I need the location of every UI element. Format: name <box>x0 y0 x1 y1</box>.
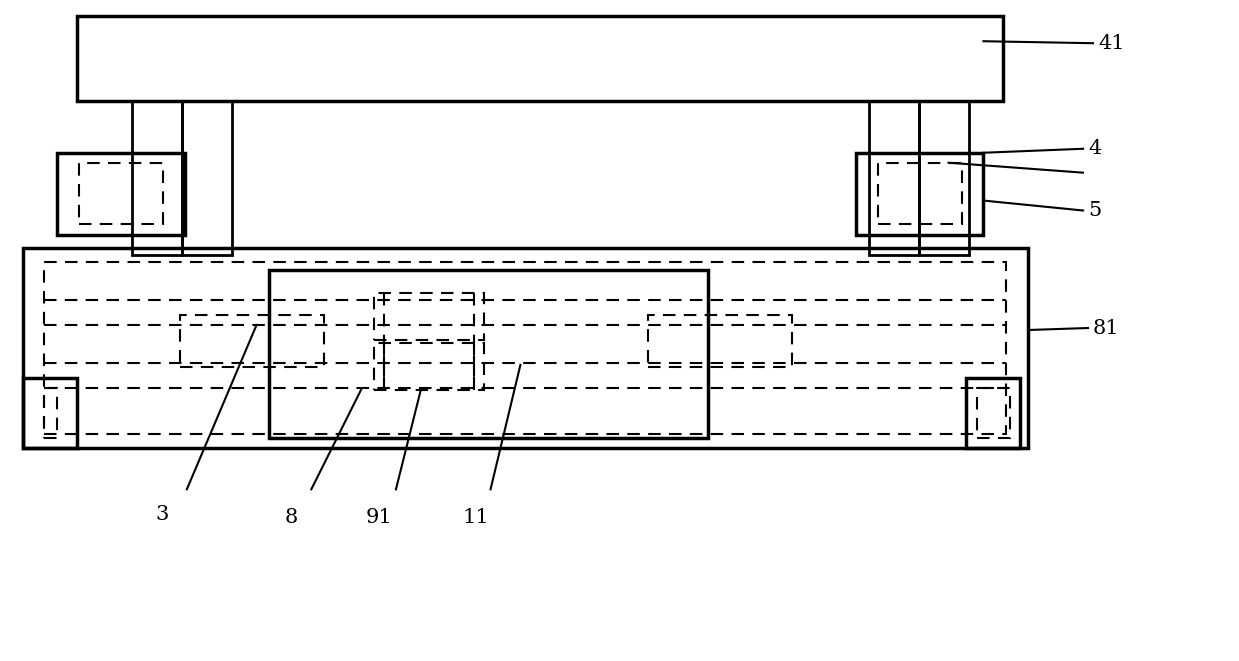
Text: 11: 11 <box>462 508 489 527</box>
Text: 41: 41 <box>1098 34 1125 53</box>
Bar <box>269 270 707 438</box>
Bar <box>79 163 162 225</box>
Text: 4: 4 <box>1088 139 1101 158</box>
Bar <box>374 343 483 390</box>
Bar <box>133 101 182 255</box>
Bar <box>22 249 1028 447</box>
Bar <box>919 101 969 255</box>
Text: 8: 8 <box>285 508 299 527</box>
Text: 5: 5 <box>1088 201 1101 220</box>
Bar <box>77 17 1004 101</box>
Bar <box>182 101 232 255</box>
Bar <box>45 388 57 438</box>
Bar <box>45 262 1006 434</box>
Bar <box>648 315 792 367</box>
Text: 91: 91 <box>366 508 393 527</box>
Bar <box>856 153 984 235</box>
Text: 3: 3 <box>155 505 169 524</box>
Text: 81: 81 <box>1093 319 1120 338</box>
Bar <box>878 163 961 225</box>
Bar <box>374 293 483 340</box>
Bar <box>965 378 1020 447</box>
Bar <box>180 315 325 367</box>
Bar <box>869 101 919 255</box>
Bar <box>57 153 185 235</box>
Bar <box>978 388 1010 438</box>
Bar <box>22 378 77 447</box>
